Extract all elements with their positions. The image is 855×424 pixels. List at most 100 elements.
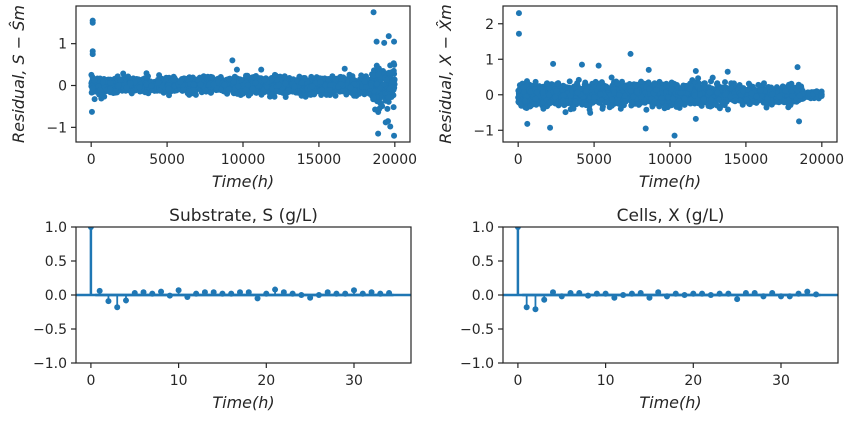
data-point bbox=[377, 100, 384, 107]
data-point bbox=[681, 101, 688, 108]
data-point bbox=[515, 87, 522, 94]
axes-frame bbox=[502, 5, 838, 143]
data-point bbox=[554, 80, 561, 87]
stem-marker bbox=[333, 290, 340, 297]
data-point bbox=[614, 80, 621, 87]
data-point bbox=[244, 82, 251, 89]
stem-marker bbox=[602, 290, 609, 297]
x-tick-label: 30 bbox=[345, 373, 363, 389]
stem-marker bbox=[558, 293, 565, 300]
data-point bbox=[115, 82, 122, 89]
stem-marker bbox=[681, 292, 688, 298]
y-tick-label: 1 bbox=[58, 37, 67, 53]
data-point bbox=[533, 89, 540, 96]
outlier-point bbox=[515, 10, 522, 17]
data-point bbox=[107, 86, 113, 93]
stem-marker bbox=[532, 306, 539, 313]
data-point bbox=[540, 105, 547, 112]
outlier-point bbox=[692, 115, 699, 122]
data-point bbox=[231, 73, 238, 80]
x-tick-label: 20 bbox=[684, 373, 702, 389]
data-point bbox=[185, 88, 192, 95]
data-point bbox=[226, 76, 233, 82]
stem-marker bbox=[166, 292, 173, 299]
outlier-point bbox=[233, 66, 240, 73]
x-tick-label: 15000 bbox=[297, 152, 342, 168]
data-point bbox=[524, 78, 530, 85]
data-point bbox=[143, 70, 150, 77]
data-point bbox=[645, 79, 652, 86]
data-point bbox=[653, 86, 660, 93]
y-tick-label: 0.5 bbox=[472, 254, 494, 270]
data-point bbox=[560, 97, 566, 104]
plot-area bbox=[503, 227, 838, 313]
data-point bbox=[635, 101, 642, 107]
data-point bbox=[373, 80, 380, 87]
stem-marker bbox=[350, 287, 357, 294]
data-point bbox=[387, 62, 394, 69]
outlier-point bbox=[89, 51, 96, 58]
data-point bbox=[681, 95, 688, 102]
data-point bbox=[597, 91, 604, 98]
stem-marker bbox=[105, 298, 112, 305]
chart-title: Cells, X (g/L) bbox=[617, 206, 725, 226]
data-point bbox=[714, 89, 721, 96]
outlier-point bbox=[692, 67, 699, 74]
stem-marker bbox=[716, 290, 723, 297]
y-tick-label: −0.5 bbox=[33, 322, 67, 338]
stem-marker bbox=[795, 290, 802, 297]
data-point bbox=[708, 96, 714, 103]
data-point bbox=[332, 92, 339, 99]
x-tick-label: 0 bbox=[513, 373, 522, 389]
stem-marker bbox=[786, 293, 793, 300]
outlier-point bbox=[375, 130, 382, 137]
stem-marker bbox=[751, 289, 758, 296]
y-tick-label: −1 bbox=[473, 123, 494, 139]
stem-marker bbox=[637, 289, 644, 296]
data-point bbox=[818, 92, 825, 99]
data-point bbox=[91, 77, 98, 84]
stem-marker bbox=[245, 289, 252, 296]
y-tick-label: 1 bbox=[485, 52, 494, 68]
outlier-point bbox=[370, 9, 377, 16]
data-point bbox=[298, 79, 305, 86]
x-tick-label: 20 bbox=[257, 373, 275, 389]
outlier-point bbox=[387, 123, 394, 130]
stem-marker bbox=[193, 290, 200, 297]
x-axis-label: Time(h) bbox=[639, 393, 701, 412]
outlier-point bbox=[373, 38, 380, 45]
data-point bbox=[253, 73, 259, 79]
stem-marker bbox=[549, 289, 556, 296]
stem-marker bbox=[307, 294, 314, 301]
y-axis-label: Residual, X − X̂m bbox=[436, 4, 455, 144]
data-point bbox=[221, 81, 228, 88]
data-point bbox=[763, 104, 770, 111]
y-tick-label: 0.0 bbox=[45, 288, 67, 304]
data-point bbox=[306, 91, 313, 98]
data-point bbox=[670, 95, 676, 102]
data-point bbox=[271, 71, 278, 78]
x-axis-label: Time(h) bbox=[212, 393, 274, 412]
data-point bbox=[651, 80, 658, 87]
data-point bbox=[608, 102, 615, 109]
data-point bbox=[380, 81, 387, 88]
stem-marker bbox=[298, 292, 305, 298]
stem-marker bbox=[585, 292, 592, 299]
data-point bbox=[230, 79, 237, 85]
stem-marker bbox=[593, 290, 600, 297]
y-axis-label: Residual, S − Ŝm bbox=[9, 5, 28, 143]
data-point bbox=[630, 93, 637, 100]
outlier-point bbox=[642, 125, 649, 132]
y-tick-label: 2 bbox=[485, 17, 494, 33]
stem-marker bbox=[620, 292, 627, 298]
stem-marker bbox=[122, 297, 129, 304]
data-point bbox=[627, 88, 634, 94]
data-point bbox=[375, 71, 382, 78]
data-point bbox=[776, 93, 783, 100]
y-tick-label: 0.5 bbox=[45, 254, 67, 270]
stem-marker bbox=[184, 294, 191, 301]
data-point bbox=[552, 94, 559, 100]
outlier-point bbox=[595, 62, 602, 69]
data-point bbox=[700, 96, 707, 102]
data-point bbox=[714, 80, 721, 87]
